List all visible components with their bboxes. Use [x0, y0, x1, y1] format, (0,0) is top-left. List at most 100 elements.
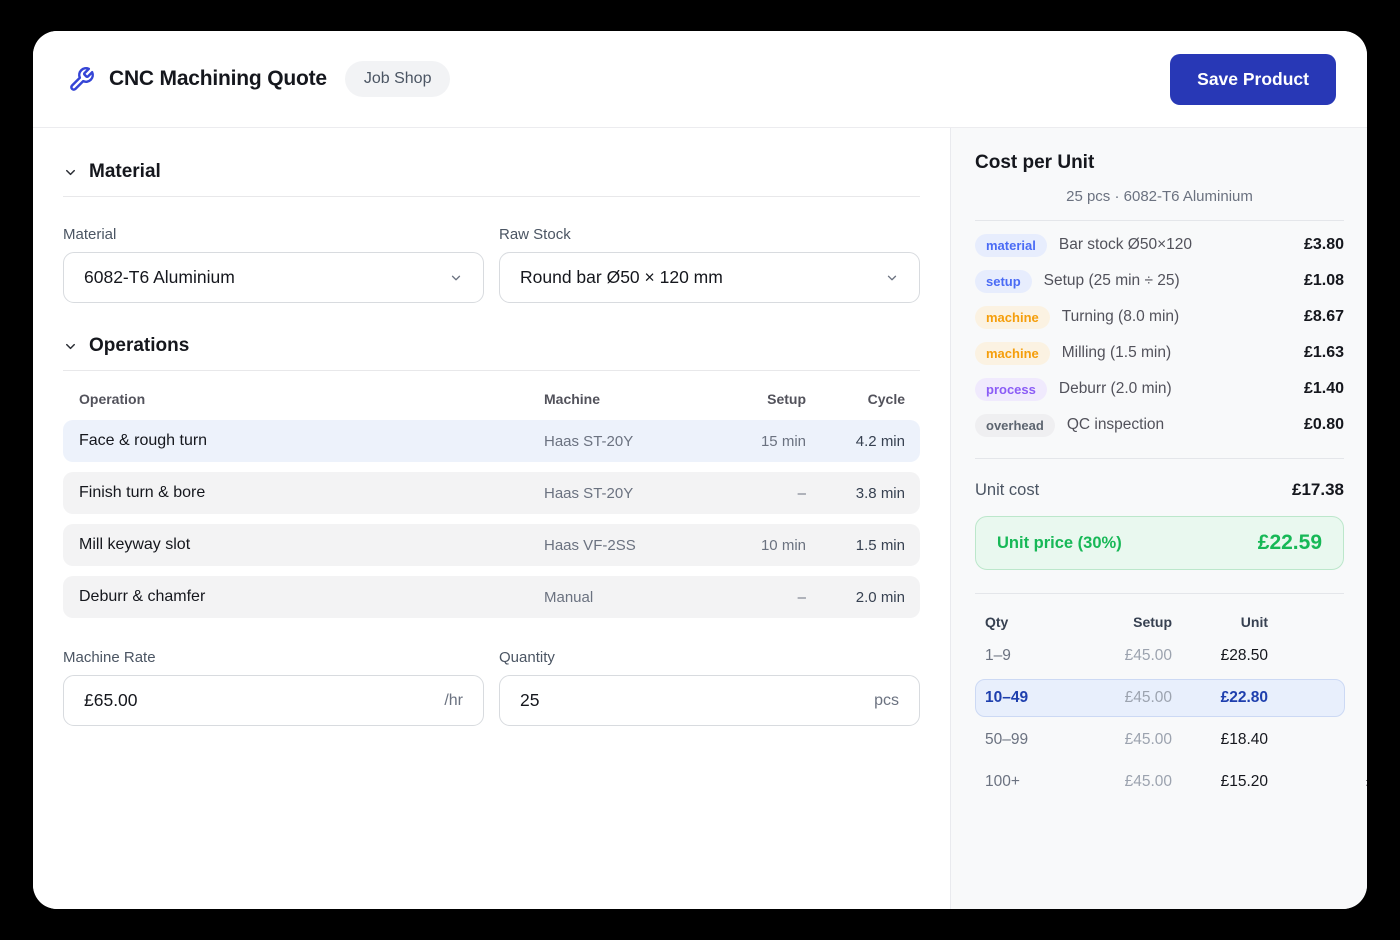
operation-cycle: 4.2 min [855, 432, 905, 450]
operation-cycle: 3.8 min [855, 484, 905, 502]
line-item-label: Bar stock Ø50×120 [1058, 236, 1192, 253]
material-section-header[interactable]: Material [63, 161, 920, 183]
cost-line-item: process Deburr (2.0 min) £1.40 [975, 371, 1344, 407]
cost-panel-subtitle: 25 pcs · 6082-T6 Aluminium [1066, 188, 1253, 205]
line-item-label: Setup (25 min ÷ 25) [1043, 272, 1180, 289]
chevron-down-icon [451, 275, 461, 280]
qty-range: 50–99 [985, 731, 1029, 748]
cost-line-item: setup Setup (25 min ÷ 25) £1.08 [975, 263, 1344, 299]
column-header-setup: Setup [1133, 614, 1172, 630]
operation-row[interactable]: Finish turn & bore Haas ST-20Y – 3.8 min [63, 472, 920, 514]
qty-unit: £15.20 [1220, 773, 1268, 790]
line-item-label: Deburr (2.0 min) [1058, 380, 1172, 397]
qty-unit: £28.50 [1220, 647, 1268, 664]
operations-table-header: Operation Machine Setup Cycle [63, 391, 920, 407]
wrench-icon [70, 66, 94, 91]
operation-setup: 15 min [760, 432, 806, 450]
line-item-amount: £3.80 [1303, 236, 1344, 253]
machine-rate-input-wrap: /hr [63, 675, 484, 726]
operation-name: Finish turn & bore [79, 484, 206, 501]
qty-batch: £965.00 [1268, 731, 1367, 749]
column-header-unit: Unit [1240, 614, 1268, 630]
qty-break-row: 1–9 £45.00 £28.50 £301.50 [975, 635, 1367, 677]
operation-setup: 10 min [760, 536, 806, 554]
operation-row[interactable]: Face & rough turn Haas ST-20Y 15 min 4.2… [63, 420, 920, 462]
form-area: Material Material 6082-T6 Aluminium Raw … [33, 128, 950, 909]
quantity-input[interactable] [520, 690, 875, 711]
divider [975, 458, 1344, 459]
material-section-title: Material [89, 161, 161, 182]
line-item-amount: £0.80 [1303, 416, 1344, 433]
divider [63, 370, 920, 371]
unit-price-label: Unit price (30%) [997, 533, 1122, 552]
operation-cycle: 2.0 min [855, 588, 905, 606]
cost-line-items: material Bar stock Ø50×120 £3.80 setup S… [975, 227, 1344, 443]
qty-range: 1–9 [985, 647, 1011, 664]
operation-machine: Haas VF-2SS [544, 536, 636, 554]
line-item-label: QC inspection [1066, 416, 1165, 433]
raw-stock-select-value: Round bar Ø50 × 120 mm [520, 267, 723, 287]
column-header-cycle: Cycle [867, 391, 905, 407]
raw-stock-field-label: Raw Stock [499, 226, 571, 243]
line-item-amount: £8.67 [1303, 308, 1344, 325]
quantity-field: Quantity pcs [499, 649, 920, 726]
operation-name: Deburr & chamfer [79, 588, 206, 605]
column-header-qty: Qty [985, 614, 1009, 630]
quantity-suffix: pcs [874, 691, 899, 709]
qty-unit: £18.40 [1220, 731, 1268, 748]
operation-name: Mill keyway slot [79, 536, 191, 553]
qty-range: 10–49 [985, 689, 1029, 706]
operation-row[interactable]: Mill keyway slot Haas VF-2SS 10 min 1.5 … [63, 524, 920, 566]
cost-line-item: overhead QC inspection £0.80 [975, 407, 1344, 443]
unit-cost-label: Unit cost [975, 480, 1040, 499]
setup-badge: setup [975, 269, 1032, 293]
overhead-badge: overhead [975, 413, 1055, 437]
material-select-value: 6082-T6 Aluminium [84, 267, 235, 287]
operations-table: Face & rough turn Haas ST-20Y 15 min 4.2… [63, 420, 920, 618]
machine-badge: machine [975, 341, 1050, 365]
material-field-label: Material [63, 226, 117, 243]
unit-price-box: Unit price (30%) £22.59 [975, 516, 1344, 570]
qty-setup: £45.00 [1124, 689, 1172, 706]
chevron-down-icon [887, 275, 897, 280]
unit-cost-row: Unit cost £17.38 [975, 480, 1344, 500]
qty-setup: £45.00 [1124, 647, 1172, 664]
material-select[interactable]: 6082-T6 Aluminium [63, 252, 484, 303]
divider [975, 220, 1344, 221]
column-header-operation: Operation [79, 391, 146, 407]
operation-machine: Manual [544, 588, 594, 606]
column-header-batch: Batch [1268, 614, 1367, 630]
operations-section-header[interactable]: Operations [63, 335, 920, 357]
machine-rate-label: Machine Rate [63, 649, 156, 666]
machine-rate-input[interactable] [84, 690, 445, 711]
qty-break-row-active: 10–49 £45.00 £22.80 £273.00 [975, 677, 1367, 719]
header: CNC Machining Quote Job Shop Save Produc… [33, 31, 1367, 128]
line-item-label: Turning (8.0 min) [1061, 308, 1180, 325]
quantity-label: Quantity [499, 649, 555, 666]
material-badge: material [975, 233, 1047, 257]
qty-setup: £45.00 [1124, 773, 1172, 790]
qty-break-row: 100+ £45.00 £15.20 £1,565.00 [975, 761, 1367, 803]
qty-batch: £1,565.00 [1268, 773, 1367, 791]
chevron-down-icon [66, 169, 75, 175]
operation-row[interactable]: Deburr & chamfer Manual – 2.0 min [63, 576, 920, 618]
line-item-amount: £1.08 [1303, 272, 1344, 289]
column-header-setup: Setup [767, 391, 806, 407]
qty-table-header: Qty Setup Unit Batch [975, 609, 1367, 635]
operation-machine: Haas ST-20Y [544, 484, 634, 502]
operation-setup: – [797, 484, 806, 502]
process-badge: process [975, 377, 1047, 401]
cost-panel-title: Cost per Unit [975, 152, 1095, 173]
qty-range: 100+ [985, 773, 1020, 790]
raw-stock-field: Raw Stock Round bar Ø50 × 120 mm [499, 226, 920, 303]
material-field: Material 6082-T6 Aluminium [63, 226, 484, 303]
raw-stock-select[interactable]: Round bar Ø50 × 120 mm [499, 252, 920, 303]
column-header-machine: Machine [544, 391, 601, 407]
chevron-down-icon [66, 343, 75, 349]
machine-rate-field: Machine Rate /hr [63, 649, 484, 726]
unit-cost-value: £17.38 [1292, 480, 1344, 499]
qty-break-row: 50–99 £45.00 £18.40 £965.00 [975, 719, 1367, 761]
qty-unit: £22.80 [1220, 689, 1268, 706]
save-product-button[interactable]: Save Product [1170, 53, 1336, 105]
operation-cycle: 1.5 min [855, 536, 905, 554]
